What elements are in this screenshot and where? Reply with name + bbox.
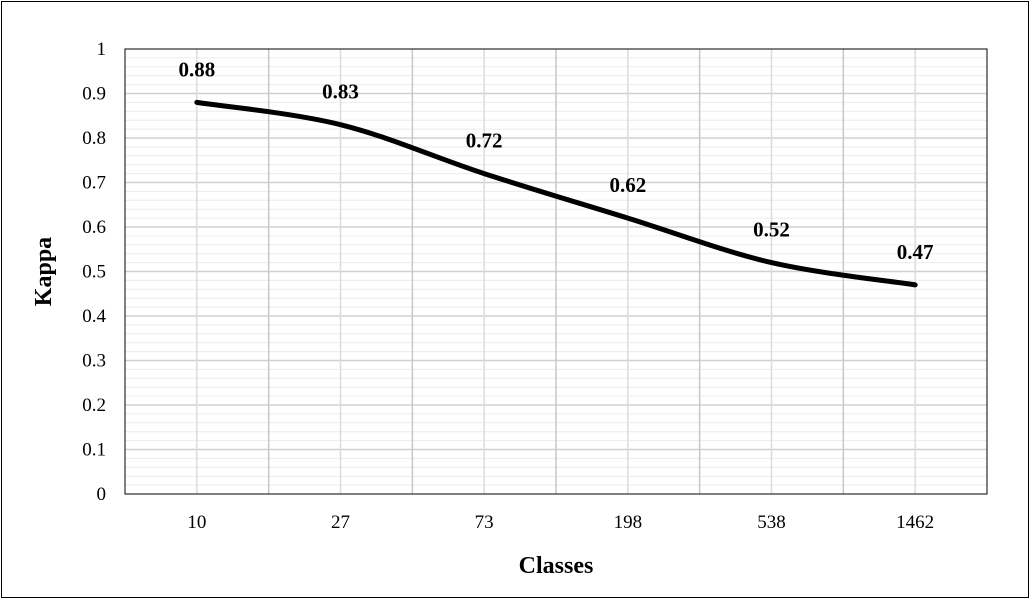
x-tick-label: 27: [331, 512, 350, 533]
data-label: 0.72: [466, 129, 503, 153]
y-tick-label: 0.4: [82, 306, 106, 327]
data-label: 0.47: [897, 240, 934, 264]
y-tick-label: 0.3: [82, 351, 106, 372]
y-tick-label: 0.7: [82, 173, 106, 194]
major-gridlines: [125, 49, 987, 494]
y-tick-label: 0.1: [82, 440, 106, 461]
data-label: 0.83: [322, 80, 359, 104]
x-tick-label: 1462: [896, 512, 934, 533]
x-tick-label: 538: [757, 512, 786, 533]
x-tick-label: 10: [187, 512, 206, 533]
data-label: 0.62: [609, 173, 646, 197]
y-tick-label: 0.5: [82, 262, 106, 283]
y-tick-label: 0.6: [82, 217, 106, 238]
y-tick-label: 0.8: [82, 128, 106, 149]
y-axis-ticks: 0 0.1 0.2 0.3 0.4 0.5 0.6 0.7 0.8 0.9 1: [82, 39, 106, 505]
y-tick-label: 0.2: [82, 395, 106, 416]
data-label: 0.52: [753, 218, 790, 242]
x-axis-ticks: 10 27 73 198 538 1462: [187, 512, 934, 533]
y-tick-label: 1: [97, 39, 107, 60]
y-tick-label: 0: [97, 484, 107, 505]
data-labels: 0.88 0.83 0.72 0.62 0.52 0.47: [178, 57, 933, 263]
y-axis-title: Kappa: [31, 237, 57, 306]
x-tick-label: 198: [614, 512, 643, 533]
y-tick-label: 0.9: [82, 84, 106, 105]
series-line: [194, 99, 918, 288]
plot-area: [124, 48, 988, 495]
data-label: 0.88: [178, 57, 215, 81]
x-axis-title: Classes: [519, 553, 594, 579]
x-tick-label: 73: [475, 512, 494, 533]
